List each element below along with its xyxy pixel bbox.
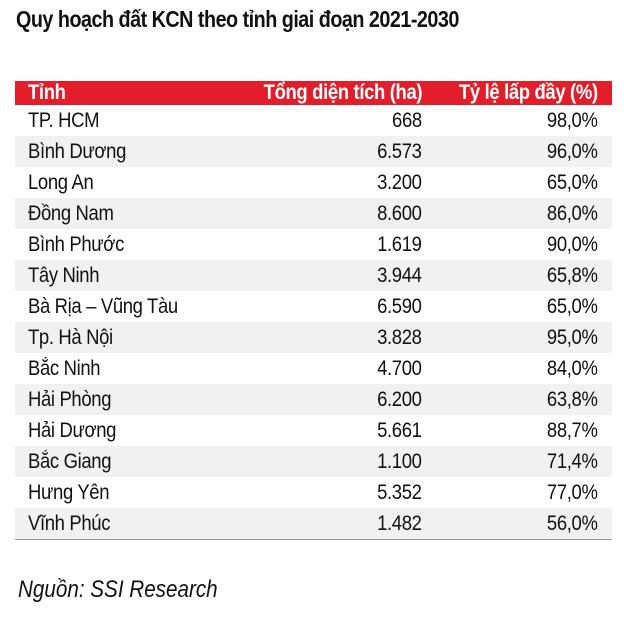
data-table: Tỉnh Tổng diện tích (ha) Tỷ lệ lấp đầy (… (15, 81, 612, 540)
source-note: Nguồn: SSI Research (18, 576, 218, 603)
cell-province: Bà Rịa – Vũng Tàu (28, 294, 178, 318)
table-row: Bắc Ninh 4.700 84,0% (15, 353, 612, 384)
cell-area: 3.944 (377, 263, 423, 287)
header-province: Tỉnh (28, 81, 66, 104)
cell-province: Hải Phòng (28, 387, 112, 411)
table-row: Bình Dương 6.573 96,0% (15, 136, 612, 167)
table-row: Tp. Hà Nội 3.828 95,0% (15, 322, 612, 353)
cell-area: 5.661 (377, 418, 423, 442)
cell-province: Tp. Hà Nội (28, 325, 113, 349)
cell-area: 668 (392, 108, 422, 132)
cell-province: Bắc Giang (28, 449, 112, 473)
cell-area: 4.700 (377, 356, 423, 380)
cell-occupancy: 56,0% (547, 511, 598, 535)
table-row: Vĩnh Phúc 1.482 56,0% (15, 508, 612, 539)
cell-province: Bình Phước (28, 232, 124, 256)
cell-occupancy: 65,0% (547, 294, 598, 318)
cell-province: Hải Dương (28, 418, 117, 442)
table-row: Bà Rịa – Vũng Tàu 6.590 65,0% (15, 291, 612, 322)
header-area: Tổng diện tích (ha) (263, 81, 422, 104)
table-row: Hải Dương 5.661 88,7% (15, 415, 612, 446)
cell-area: 6.200 (377, 387, 423, 411)
cell-area: 6.590 (377, 294, 423, 318)
table-title: Quy hoạch đất KCN theo tỉnh giai đoạn 20… (16, 6, 459, 32)
cell-province: Bình Dương (28, 139, 127, 163)
cell-province: Vĩnh Phúc (28, 511, 111, 535)
table-row: Tây Ninh 3.944 65,8% (15, 260, 612, 291)
cell-area: 8.600 (377, 201, 423, 225)
cell-area: 6.573 (377, 139, 423, 163)
cell-occupancy: 88,7% (547, 418, 598, 442)
cell-province: Đồng Nam (28, 201, 114, 225)
cell-occupancy: 71,4% (547, 449, 598, 473)
table-row: Long An 3.200 65,0% (15, 167, 612, 198)
cell-occupancy: 86,0% (547, 201, 598, 225)
table-row: Hải Phòng 6.200 63,8% (15, 384, 612, 415)
cell-area: 3.200 (377, 170, 423, 194)
cell-area: 5.352 (377, 480, 423, 504)
cell-area: 1.482 (377, 511, 423, 535)
table-row: Đồng Nam 8.600 86,0% (15, 198, 612, 229)
cell-occupancy: 95,0% (547, 325, 598, 349)
cell-province: Hưng Yên (28, 480, 110, 504)
cell-occupancy: 65,8% (547, 263, 598, 287)
cell-occupancy: 98,0% (547, 108, 598, 132)
table-header: Tỉnh Tổng diện tích (ha) Tỷ lệ lấp đầy (… (15, 81, 612, 105)
cell-occupancy: 96,0% (547, 139, 598, 163)
table-row: Bình Phước 1.619 90,0% (15, 229, 612, 260)
cell-occupancy: 77,0% (547, 480, 598, 504)
table-row: Hưng Yên 5.352 77,0% (15, 477, 612, 508)
cell-province: Tây Ninh (28, 263, 100, 287)
cell-area: 1.100 (377, 449, 423, 473)
cell-occupancy: 90,0% (547, 232, 598, 256)
cell-province: TP. HCM (28, 108, 100, 132)
cell-occupancy: 63,8% (547, 387, 598, 411)
header-occupancy: Tỷ lệ lấp đầy (%) (459, 81, 598, 104)
cell-area: 3.828 (377, 325, 423, 349)
cell-province: Bắc Ninh (28, 356, 101, 380)
table-row: Bắc Giang 1.100 71,4% (15, 446, 612, 477)
cell-occupancy: 65,0% (547, 170, 598, 194)
cell-area: 1.619 (377, 232, 423, 256)
cell-occupancy: 84,0% (547, 356, 598, 380)
table-row: TP. HCM 668 98,0% (15, 105, 612, 136)
cell-province: Long An (28, 170, 94, 194)
